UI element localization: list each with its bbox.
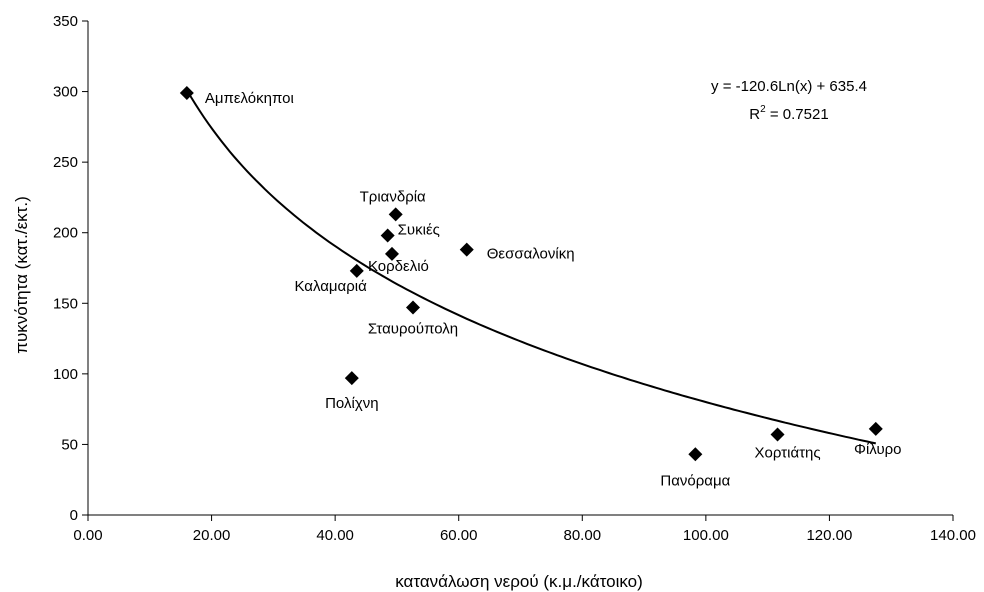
data-point-label: Πολίχνη	[325, 395, 378, 412]
y-tick-label: 300	[53, 84, 78, 101]
x-axis-title: κατανάλωση νερού (κ.μ./κάτοικο)	[395, 572, 643, 591]
x-tick-label: 60.00	[440, 527, 478, 544]
y-tick-label: 200	[53, 225, 78, 242]
y-tick-label: 250	[53, 154, 78, 171]
trendline	[186, 89, 877, 445]
point-labels: Αμπελόκηποι Τριανδρία Συκιές Θεσσαλονίκη Κορ…	[205, 90, 902, 489]
data-point-marker	[388, 207, 403, 222]
data-point-marker	[384, 246, 399, 261]
data-points	[179, 85, 883, 462]
y-axis-ticks: 0 50 100 150 200 250 300 350	[53, 13, 88, 524]
x-tick-label: 140.00	[930, 527, 976, 544]
data-point-marker	[344, 371, 359, 386]
data-point-marker	[349, 263, 364, 278]
y-tick-label: 350	[53, 13, 78, 30]
data-point-marker	[380, 228, 395, 243]
data-point-label: Πανόραμα	[660, 472, 730, 489]
data-point-label: Κορδελιό	[368, 258, 429, 275]
data-point-marker	[688, 447, 703, 462]
data-point-marker	[868, 421, 883, 436]
data-point-label: Χορτιάτης	[755, 445, 821, 462]
data-point-label: Φίλυρο	[854, 441, 902, 458]
x-axis-ticks: 0.00 20.00 40.00 60.00 80.00 100.00 120.00 140.…	[73, 515, 976, 544]
x-tick-label: 100.00	[683, 527, 729, 544]
y-tick-label: 0	[70, 507, 78, 524]
data-point-marker	[459, 242, 474, 257]
data-point-marker	[770, 427, 785, 442]
data-point-label: Σταυρούπολη	[368, 321, 458, 338]
data-point-marker	[405, 300, 420, 315]
x-tick-label: 20.00	[193, 527, 231, 544]
data-point-marker	[179, 85, 194, 100]
r-squared-label: R2 = 0.7521	[749, 104, 828, 123]
data-point-label: Θεσσαλονίκη	[487, 246, 575, 263]
y-tick-label: 100	[53, 366, 78, 383]
data-point-label: Αμπελόκηποι	[205, 90, 294, 107]
y-axis-title: πυκνότητα (κατ./εκτ.)	[12, 196, 31, 354]
data-point-label: Τριανδρία	[360, 188, 426, 205]
trendline-equation: y = -120.6Ln(x) + 635.4	[711, 78, 867, 95]
data-point-label: Καλαμαριά	[294, 278, 367, 295]
x-tick-label: 120.00	[806, 527, 852, 544]
x-tick-label: 0.00	[73, 527, 102, 544]
x-tick-label: 80.00	[564, 527, 602, 544]
y-tick-label: 150	[53, 295, 78, 312]
y-tick-label: 50	[61, 436, 78, 453]
data-point-label: Συκιές	[398, 222, 440, 239]
x-tick-label: 40.00	[316, 527, 354, 544]
